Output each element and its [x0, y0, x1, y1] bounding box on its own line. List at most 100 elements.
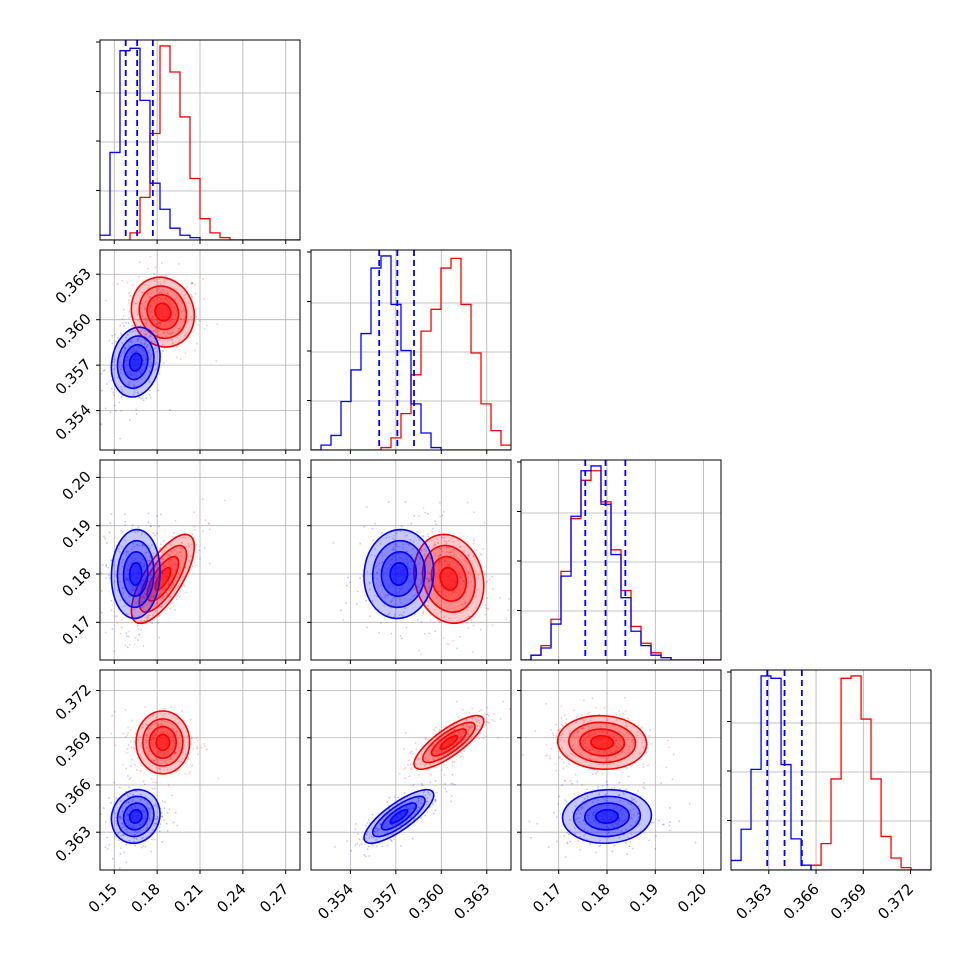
- scatter-point: [150, 742, 153, 744]
- scatter-point: [463, 549, 466, 552]
- scatter-point: [151, 363, 153, 366]
- scatter-point: [476, 720, 478, 723]
- scatter-point: [438, 728, 441, 731]
- scatter-point: [154, 576, 157, 579]
- scatter-point: [192, 748, 195, 751]
- scatter-point: [430, 773, 433, 776]
- scatter-point: [135, 365, 138, 368]
- scatter-point: [134, 531, 136, 534]
- scatter-point: [172, 740, 174, 743]
- scatter-point: [170, 757, 172, 760]
- scatter-point: [453, 748, 455, 751]
- scatter-point: [171, 341, 174, 344]
- scatter-point: [137, 332, 140, 335]
- scatter-point: [629, 809, 632, 812]
- scatter-point: [123, 587, 125, 590]
- scatter-point: [615, 750, 618, 753]
- scatter-point: [584, 742, 587, 744]
- contour-line: [421, 544, 476, 613]
- scatter-point: [186, 320, 189, 322]
- scatter-point: [459, 732, 462, 735]
- scatter-point: [141, 544, 144, 547]
- scatter-point: [166, 575, 169, 578]
- scatter-point: [159, 323, 162, 326]
- scatter-point: [589, 758, 592, 761]
- scatter-point: [137, 331, 140, 333]
- scatter-point: [428, 579, 431, 582]
- scatter-point: [386, 614, 389, 616]
- scatter-point: [178, 760, 181, 763]
- scatter-point: [643, 781, 645, 784]
- scatter-point: [133, 355, 136, 358]
- scatter-point: [129, 740, 132, 743]
- scatter-point: [127, 813, 129, 816]
- scatter-point: [478, 721, 481, 724]
- scatter-point: [568, 732, 571, 735]
- scatter-point: [150, 577, 153, 580]
- scatter-point: [606, 732, 609, 735]
- scatter-point: [158, 525, 160, 528]
- scatter-point: [380, 584, 382, 587]
- scatter-point: [155, 350, 158, 353]
- scatter-point: [427, 535, 430, 538]
- scatter-point: [588, 735, 591, 738]
- scatter-point: [407, 759, 410, 762]
- scatter-point: [562, 733, 565, 736]
- scatter-point: [613, 826, 616, 829]
- scatter-point: [159, 298, 162, 300]
- scatter-point: [133, 372, 136, 375]
- scatter-point: [149, 310, 152, 313]
- scatter-point: [427, 586, 430, 589]
- scatter-point: [424, 794, 427, 797]
- scatter-point: [175, 587, 178, 589]
- scatter-point: [173, 608, 176, 611]
- scatter-point: [486, 713, 489, 716]
- contour-line: [561, 788, 653, 845]
- scatter-point: [597, 785, 600, 788]
- scatter-point: [392, 578, 395, 581]
- scatter-point: [164, 570, 167, 573]
- scatter-point: [416, 531, 419, 533]
- scatter-point: [655, 835, 657, 838]
- scatter-point: [158, 321, 161, 324]
- scatter-point: [586, 814, 589, 817]
- scatter-point: [136, 816, 138, 819]
- contour-line: [439, 566, 459, 591]
- scatter-point: [420, 549, 423, 552]
- scatter-point: [171, 535, 174, 538]
- scatter-point: [584, 738, 587, 741]
- scatter-point: [396, 822, 399, 825]
- scatter-point: [379, 542, 382, 545]
- density-fill: [129, 352, 143, 372]
- scatter-point: [423, 764, 426, 767]
- scatter-point: [459, 588, 462, 591]
- scatter-point: [604, 813, 607, 815]
- scatter-point: [148, 563, 151, 566]
- scatter-point: [133, 545, 135, 548]
- scatter-point: [420, 620, 423, 623]
- scatter-point: [138, 318, 141, 321]
- scatter-point: [450, 795, 453, 797]
- scatter-point: [595, 810, 598, 813]
- scatter-point: [416, 809, 419, 812]
- scatter-point: [365, 837, 367, 840]
- scatter-point: [113, 404, 116, 407]
- scatter-point: [412, 753, 415, 755]
- scatter-point: [374, 555, 376, 557]
- scatter-point: [174, 752, 176, 754]
- scatter-point: [368, 581, 371, 584]
- scatter-point: [145, 616, 148, 619]
- scatter-point: [472, 624, 475, 627]
- scatter-point: [408, 567, 411, 570]
- scatter-point: [642, 763, 644, 766]
- scatter-point: [572, 735, 575, 737]
- density-fill: [381, 551, 417, 597]
- scatter-point: [188, 544, 190, 547]
- scatter-point: [582, 800, 585, 803]
- scatter-point: [371, 813, 374, 816]
- scatter-point: [401, 819, 404, 822]
- scatter-point: [566, 740, 569, 743]
- scatter-point: [426, 570, 429, 573]
- contour-line: [380, 802, 418, 831]
- scatter-point: [420, 572, 423, 575]
